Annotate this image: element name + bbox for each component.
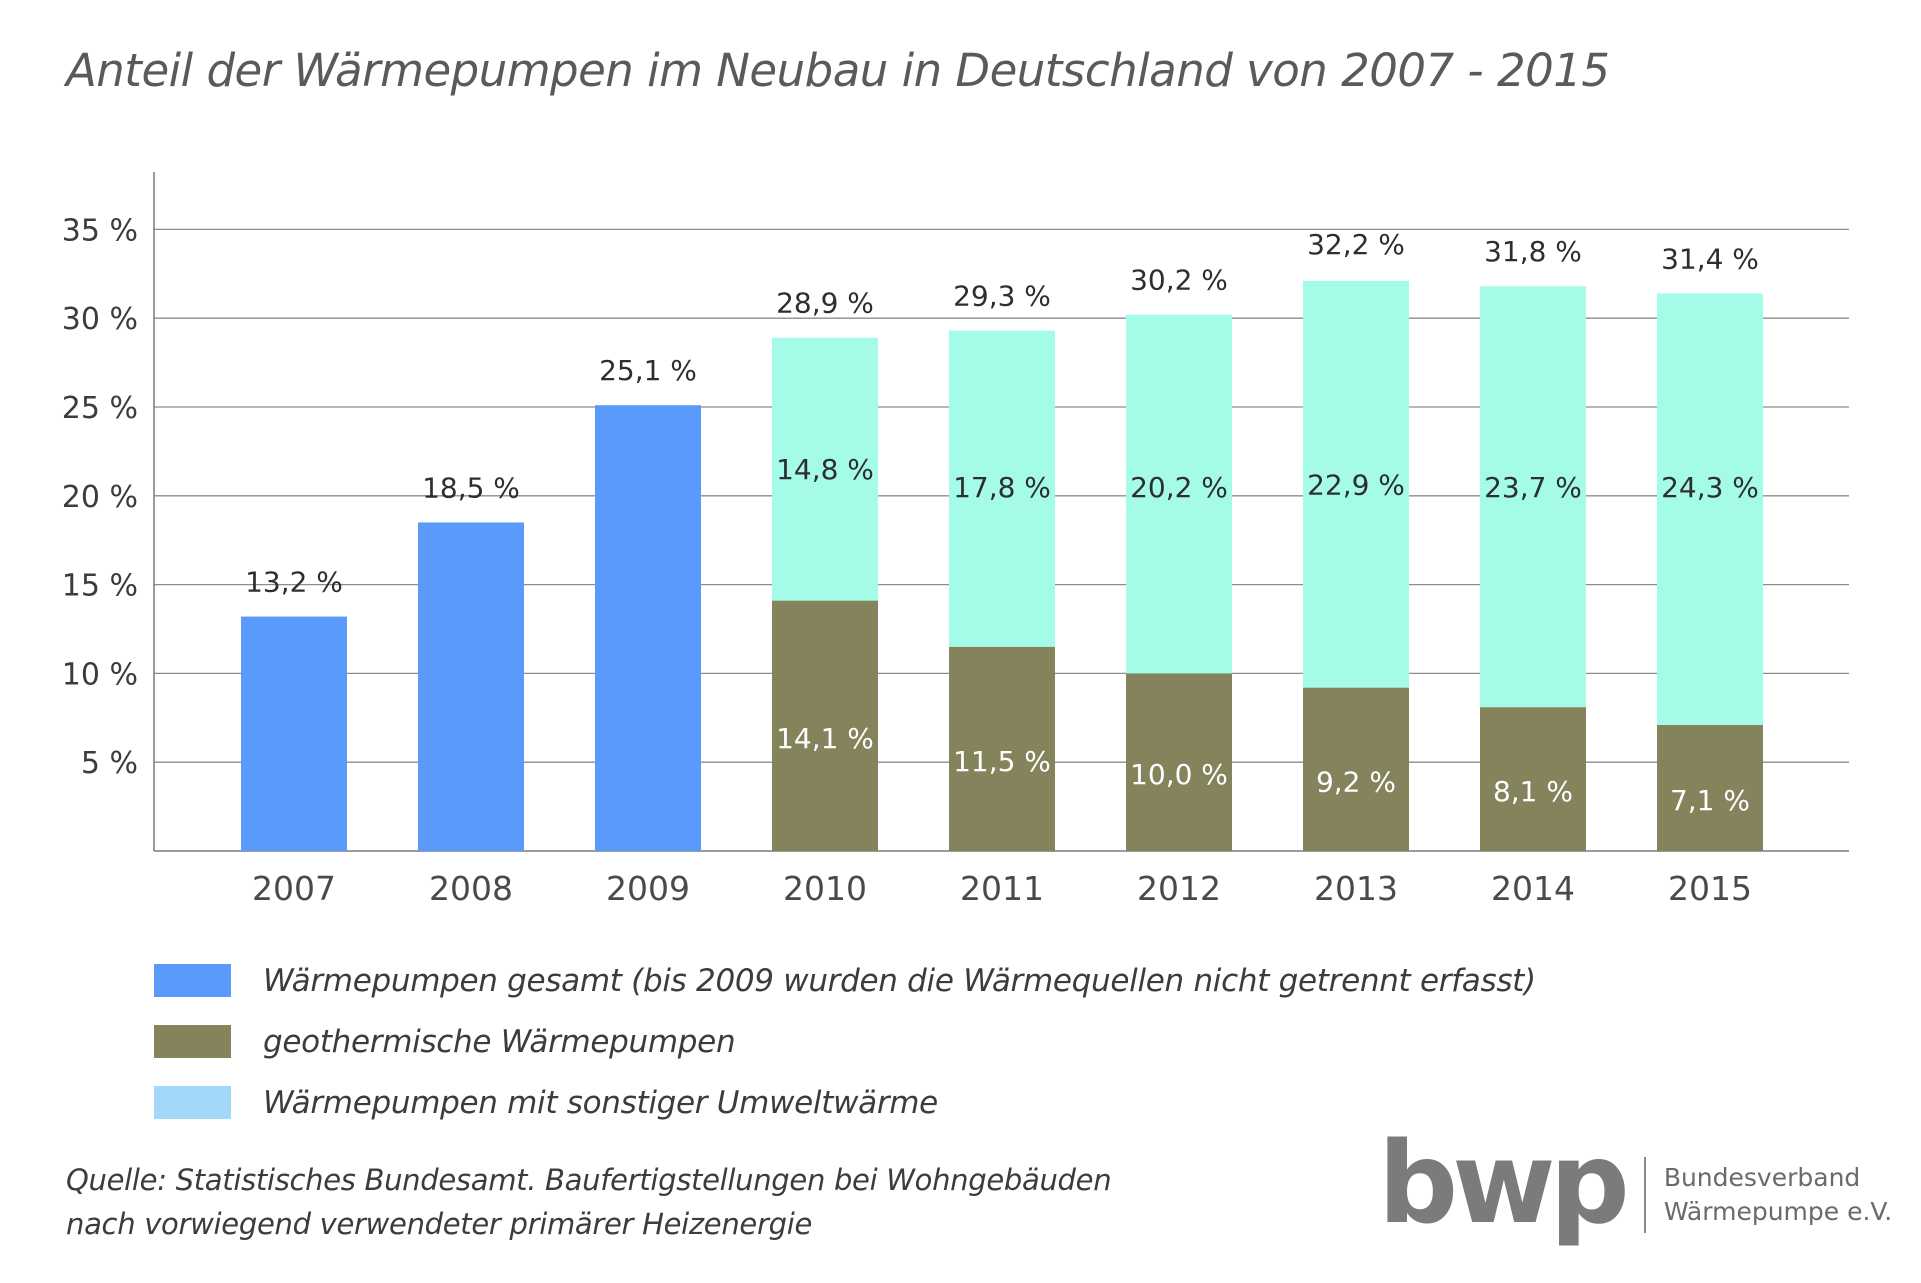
y-tick-label-10: 10 % <box>62 657 138 692</box>
x-tick-label-2011: 2011 <box>960 869 1044 908</box>
segment-label-2014-series-2: 23,7 % <box>1484 471 1582 504</box>
y-tick-label-5: 5 % <box>81 746 138 781</box>
total-label-2011: 29,3 % <box>953 280 1051 313</box>
y-tick-label-15: 15 % <box>62 569 138 604</box>
total-label-2007: 13,2 % <box>245 566 343 599</box>
segment-label-2011-series-1: 11,5 % <box>953 745 1051 778</box>
legend-label-geothermisch: geothermische Wärmepumpen <box>263 1023 736 1060</box>
bar-2010-series-2 <box>772 337 878 601</box>
segment-label-2014-series-1: 8,1 % <box>1493 775 1573 808</box>
total-label-2008: 18,5 % <box>422 471 520 504</box>
segment-label-2015-series-2: 24,3 % <box>1661 471 1759 504</box>
total-label-2012: 30,2 % <box>1130 264 1228 297</box>
total-label-2014: 31,8 % <box>1484 235 1582 268</box>
y-tick-label-20: 20 % <box>62 480 138 515</box>
x-tick-label-2010: 2010 <box>783 869 867 908</box>
total-label-2010: 28,9 % <box>776 287 874 320</box>
legend-item-umweltwaerme: Wärmepumpen mit sonstiger Umweltwärme <box>154 1072 1536 1133</box>
y-tick-label-25: 25 % <box>62 391 138 426</box>
bar-2011-series-2 <box>949 330 1055 647</box>
source-line-1: Quelle: Statistisches Bundesamt. Baufert… <box>66 1163 1112 1197</box>
source-line-2: nach vorwiegend verwendeter primärer Hei… <box>66 1207 813 1241</box>
bar-2010-series-1 <box>772 600 878 851</box>
total-label-2009: 25,1 % <box>599 354 697 387</box>
segment-label-2015-series-1: 7,1 % <box>1670 784 1750 817</box>
legend-label-umweltwaerme: Wärmepumpen mit sonstiger Umweltwärme <box>263 1084 938 1121</box>
legend-label-gesamt: Wärmepumpen gesamt (bis 2009 wurden die … <box>263 962 1536 999</box>
bar-2007-series-0 <box>241 616 347 851</box>
source-note: Quelle: Statistisches Bundesamt. Baufert… <box>66 1158 1112 1246</box>
bar-2008-series-0 <box>418 522 524 851</box>
bar-2015-series-1 <box>1657 724 1763 851</box>
x-tick-label-2014: 2014 <box>1491 869 1575 908</box>
logo-text-line-2: Wärmepumpe e.V. <box>1663 1197 1893 1226</box>
total-label-2015: 31,4 % <box>1661 242 1759 275</box>
chart-title: Anteil der Wärmepumpen im Neubau in Deut… <box>66 44 1610 97</box>
x-tick-label-2007: 2007 <box>252 869 336 908</box>
segment-label-2012-series-2: 20,2 % <box>1130 471 1228 504</box>
bar-2009-series-0 <box>595 405 701 851</box>
segment-label-2013-series-2: 22,9 % <box>1307 468 1405 501</box>
segment-label-2013-series-1: 9,2 % <box>1316 765 1396 798</box>
bar-2012-series-1 <box>1126 673 1232 851</box>
x-tick-label-2008: 2008 <box>429 869 513 908</box>
chart-plot: 5 % 10 % 15 % 20 % 25 % 30 % 35 % 13,2 % 2007 18,… <box>62 172 1849 908</box>
legend-swatch-gesamt <box>154 964 231 997</box>
logo-text-line-1: Bundesverband <box>1663 1163 1861 1192</box>
legend-item-gesamt: Wärmepumpen gesamt (bis 2009 wurden die … <box>154 950 1536 1011</box>
logo-text: Bundesverband Wärmepumpe e.V. <box>1664 1161 1892 1229</box>
y-tick-label-30: 30 % <box>62 302 138 337</box>
x-tick-label-2012: 2012 <box>1137 869 1221 908</box>
legend-swatch-umweltwaerme <box>154 1086 231 1119</box>
legend-item-geothermisch: geothermische Wärmepumpen <box>154 1011 1536 1072</box>
segment-label-2011-series-2: 17,8 % <box>953 471 1051 504</box>
bar-2012-series-2 <box>1126 314 1232 674</box>
legend-swatch-geothermisch <box>154 1025 231 1058</box>
segment-label-2010-series-2: 14,8 % <box>776 453 874 486</box>
bar-2015-series-2 <box>1657 293 1763 725</box>
x-tick-label-2009: 2009 <box>606 869 690 908</box>
bwp-logo: bwp Bundesverband Wärmepumpe e.V. <box>1378 1128 1892 1240</box>
bar-2013-series-2 <box>1303 280 1409 688</box>
logo-divider <box>1643 1157 1646 1233</box>
x-tick-label-2015: 2015 <box>1668 869 1752 908</box>
bar-2014-series-1 <box>1480 707 1586 851</box>
y-tick-label-35: 35 % <box>62 213 138 248</box>
legend: Wärmepumpen gesamt (bis 2009 wurden die … <box>154 950 1536 1133</box>
bar-2013-series-1 <box>1303 687 1409 851</box>
total-label-2013: 32,2 % <box>1307 228 1405 261</box>
segment-label-2012-series-1: 10,0 % <box>1130 758 1228 791</box>
logo-mark: bwp <box>1378 1119 1630 1249</box>
x-tick-label-2013: 2013 <box>1314 869 1398 908</box>
bar-2014-series-2 <box>1480 286 1586 708</box>
bar-2011-series-1 <box>949 646 1055 851</box>
segment-label-2010-series-1: 14,1 % <box>776 722 874 755</box>
